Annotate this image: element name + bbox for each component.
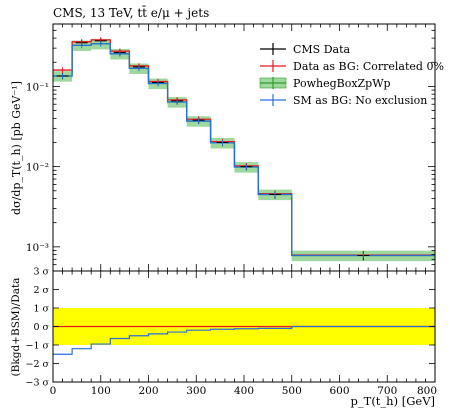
x-tick-label: 0 — [50, 385, 57, 397]
legend-label-cms-data: CMS Data — [293, 43, 351, 56]
legend-label-sm-as-bg: SM as BG: No exclusion — [293, 94, 427, 107]
ratio-y-axis-ticks: 3 σ 2 σ 1 σ 0 σ −1 σ −2 σ −3 σ — [25, 267, 435, 389]
legend: CMS Data Data as BG: Correlated 0% Powhe… — [259, 43, 444, 107]
x-tick-label: 200 — [138, 385, 158, 397]
chart-title: CMS, 13 TeV, tt̄ e/μ + jets — [53, 4, 209, 20]
ratio-y-tick-label: 2 σ — [33, 285, 49, 296]
ratio-lines-group — [53, 325, 435, 355]
ratio-panel: 3 σ 2 σ 1 σ 0 σ −1 σ −2 σ −3 σ 0 100 200 300 400 50… — [25, 267, 437, 398]
series-group — [53, 37, 435, 261]
x-tick-label: 300 — [186, 385, 206, 397]
x-tick-label: 600 — [329, 385, 349, 397]
ratio-y-tick-label: 0 σ — [33, 322, 49, 333]
y-axis-label-bottom: (Bkgd+BSM)/Data — [10, 278, 22, 377]
ratio-y-tick-label: 1 σ — [33, 304, 49, 315]
x-tick-label: 100 — [91, 385, 111, 397]
series-line-2 — [53, 43, 435, 257]
x-axis-ticks-top — [52, 24, 436, 271]
legend-label-data-as-bg: Data as BG: Correlated 0% — [293, 60, 444, 73]
y-tick-label: 10⁻¹ — [26, 81, 49, 93]
series-line-3 — [53, 43, 435, 257]
x-tick-label: 500 — [282, 385, 302, 397]
ratio-y-tick-label: 3 σ — [33, 267, 49, 278]
y-axis-ticks: 10⁻¹ 10⁻² 10⁻³ — [26, 29, 435, 272]
x-axis-ticks: 0 100 200 300 400 500 600 700 800 — [50, 271, 437, 397]
ratio-y-tick-label: −1 σ — [25, 341, 49, 352]
ratio-blue-line — [53, 325, 435, 355]
x-tick-label: 700 — [377, 385, 397, 397]
x-tick-label: 800 — [417, 385, 437, 397]
y-axis-label-top: dσ/dp_T(t_h) [pb GeV⁻¹] — [10, 81, 23, 215]
ratio-y-tick-label: −2 σ — [25, 359, 49, 370]
x-tick-label: 400 — [234, 385, 254, 397]
x-axis-label: p_T(t_h) [GeV] — [351, 394, 435, 408]
y-tick-label: 10⁻³ — [26, 242, 49, 254]
ratio-y-tick-label: −3 σ — [25, 378, 49, 389]
y-tick-label: 10⁻² — [26, 162, 49, 174]
legend-label-powheg: PowhegBoxZpWp — [293, 77, 391, 90]
